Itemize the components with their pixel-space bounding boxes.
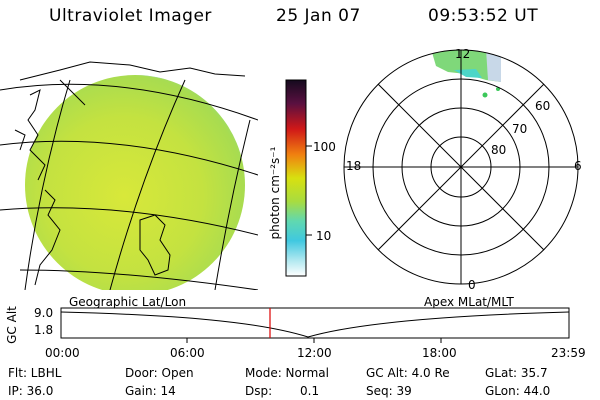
footer-glon: GLon: 44.0	[485, 384, 551, 398]
altitude-ytick-1.8: 1.8	[34, 323, 54, 337]
xtick-2359: 23:59	[551, 346, 586, 360]
mlt-label-12: 12	[455, 47, 471, 61]
altitude-ylabel: GC Alt	[4, 306, 19, 344]
footer-mode: Mode: Normal	[245, 366, 329, 380]
altitude-plot	[60, 307, 570, 343]
lat-label-60: 60	[535, 99, 551, 113]
footer-dsp-label: Dsp:	[245, 384, 273, 398]
xtick-1800: 18:00	[422, 346, 457, 360]
mlt-label-18: 18	[346, 159, 362, 173]
color-scale-bar	[285, 79, 312, 277]
colorbar-tick-10: 10	[316, 229, 332, 243]
footer-gain: Gain: 14	[125, 384, 176, 398]
footer-gcalt: GC Alt: 4.0 Re	[366, 366, 450, 380]
polar-plot	[343, 49, 579, 285]
footer-glat: GLat: 35.7	[485, 366, 548, 380]
lat-label-80: 80	[491, 143, 507, 157]
lat-label-70: 70	[512, 122, 528, 136]
footer-flt: Flt: LBHL	[8, 366, 62, 380]
xtick-0000: 00:00	[45, 346, 80, 360]
xtick-1200: 12:00	[297, 346, 332, 360]
altitude-ytick-9: 9.0	[34, 306, 54, 320]
colorbar-tick-100: 100	[313, 140, 336, 154]
footer-door: Door: Open	[125, 366, 194, 380]
instrument-title: Ultraviolet Imager	[49, 6, 212, 26]
colorbar-label: photon cm⁻²s⁻¹	[268, 146, 282, 240]
mlt-label-0: 0	[468, 278, 476, 292]
mlt-label-6: 6	[574, 159, 582, 173]
xtick-0600: 06:00	[170, 346, 205, 360]
footer-seq: Seq: 39	[366, 384, 412, 398]
image-date: 25 Jan 07	[276, 6, 361, 26]
globe-image	[0, 61, 258, 290]
footer-ip: IP: 36.0	[8, 384, 54, 398]
footer-dsp-value: 0.1	[300, 384, 320, 398]
geographic-label: Geographic Lat/Lon	[69, 295, 187, 309]
apex-label: Apex MLat/MLT	[424, 295, 514, 309]
image-time: 09:53:52 UT	[428, 6, 539, 26]
